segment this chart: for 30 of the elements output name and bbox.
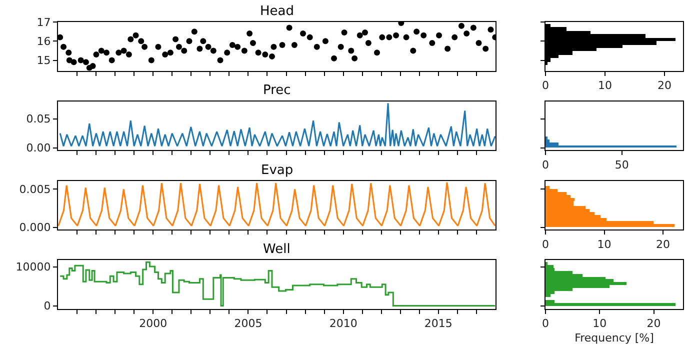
y-tick-label: 10000	[16, 260, 51, 274]
y-tick-label: 0	[44, 300, 51, 313]
line-series	[59, 102, 496, 147]
x-tick-label: 2005	[234, 317, 262, 330]
y-tick-label: 15	[36, 54, 51, 68]
x-axis-title: Frequency [%]	[574, 331, 654, 344]
x-tick-label: 0	[542, 78, 549, 92]
x-tick-label: 10	[592, 317, 607, 330]
chart-title: Prec	[263, 83, 291, 98]
y-tick-label: 17	[36, 16, 51, 29]
x-tick-label: 50	[614, 158, 629, 172]
y-tick-label: 0.00	[26, 142, 51, 155]
x-tick-label: 20	[646, 317, 661, 330]
x-tick-label: 0	[542, 317, 549, 330]
y-tick-label: 16	[36, 34, 51, 48]
chart-title: Evap	[261, 163, 294, 178]
x-tick-label: 10	[598, 78, 612, 92]
chart-title: Well	[263, 242, 290, 257]
line-series	[58, 182, 496, 227]
y-tick-label: 0.05	[26, 112, 51, 126]
y-tick-label: 0.005	[19, 183, 51, 196]
x-tick-label: 20	[658, 78, 672, 92]
x-tick-label: 2015	[424, 317, 452, 330]
x-tick-label: 2010	[329, 317, 358, 330]
x-tick-label: 2000	[139, 317, 168, 330]
x-tick-label: 10	[597, 238, 612, 251]
chart-title: Head	[260, 4, 294, 19]
x-tick-label: 0	[542, 238, 549, 251]
y-tick-label: 0.000	[19, 221, 51, 234]
x-tick-label: 20	[656, 238, 670, 251]
